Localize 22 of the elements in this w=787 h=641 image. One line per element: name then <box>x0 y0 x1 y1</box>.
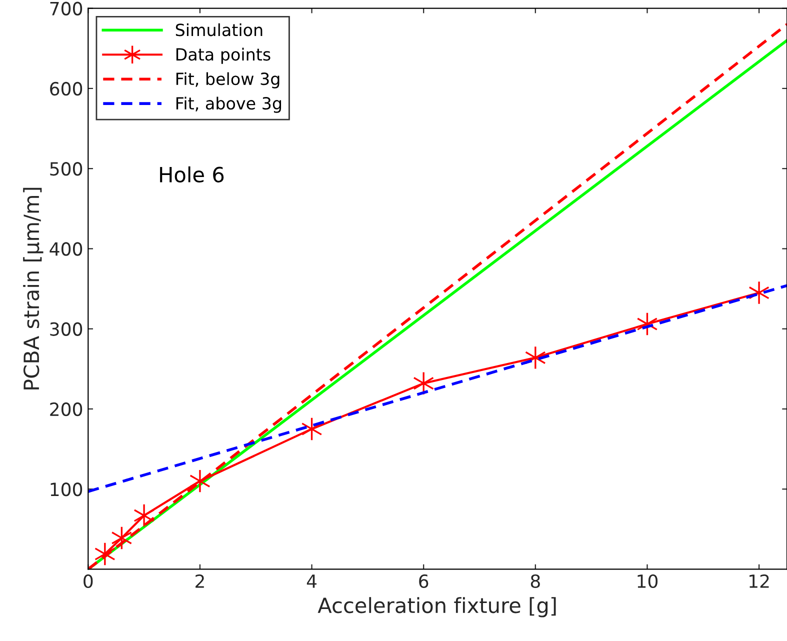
y-tick-label: 600 <box>50 82 82 96</box>
y-tick-label: 200 <box>50 402 82 416</box>
y-tick-label: 700 <box>50 2 82 16</box>
y-axis-title: PCBA strain [μm/m] <box>23 188 44 390</box>
x-tick-label: 10 <box>638 574 658 588</box>
x-tick-label: 2 <box>196 574 204 588</box>
point <box>134 504 155 528</box>
x-tick-label: 6 <box>419 574 428 588</box>
x-tick-label: 0 <box>84 574 93 588</box>
y-tick-label: 100 <box>50 482 82 496</box>
x-tick-label: 4 <box>306 574 317 588</box>
legend-label: Fit, above 3g <box>176 96 282 113</box>
annotation: Hole 6 <box>160 166 224 182</box>
y-tick-label: 500 <box>50 162 82 176</box>
legend-label: Data points <box>176 48 270 64</box>
legend-label: Fit, below 3g <box>176 72 280 88</box>
x-axis-title: Acceleration fixture [g] <box>318 597 556 618</box>
legend-label: Simulation <box>176 23 262 36</box>
y-tick-label: 300 <box>50 322 82 336</box>
x-tick-label: 12 <box>750 574 769 588</box>
y-tick-label: 400 <box>50 242 82 256</box>
x-tick-label: 8 <box>530 574 540 588</box>
